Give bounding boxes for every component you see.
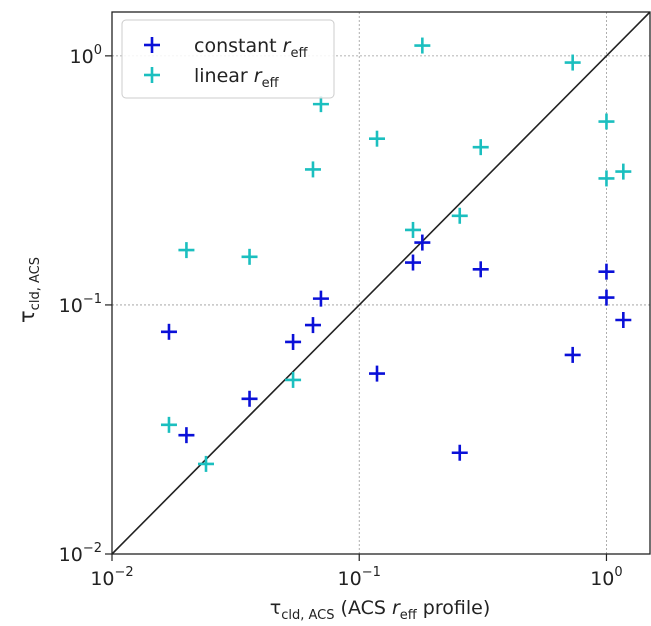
data-point-linear: [451, 207, 468, 224]
y-tick-label: 100: [70, 43, 102, 68]
y-axis-label: τcld, ACS: [15, 257, 43, 323]
x-tick-label: 10−1: [338, 565, 381, 590]
data-point-constant: [405, 254, 422, 271]
data-point-constant: [312, 290, 329, 307]
legend-marker-linear-icon: [144, 67, 160, 83]
x-axis-label: τcld, ACS (ACS reff profile): [270, 597, 490, 623]
legend: constant reff linear reff: [121, 19, 335, 99]
y-tick-label: 10−2: [59, 541, 102, 566]
y-tick-label: 10−1: [59, 292, 102, 317]
data-point-linear: [178, 242, 195, 259]
data-point-linear: [198, 455, 215, 472]
x-tick-label: 10−2: [90, 565, 133, 590]
data-points: [160, 37, 632, 472]
data-point-linear: [598, 170, 615, 187]
data-point-linear: [304, 161, 321, 178]
data-point-constant: [472, 261, 489, 278]
data-point-constant: [414, 234, 431, 251]
x-tick-label: 100: [590, 565, 622, 590]
data-point-constant: [598, 263, 615, 280]
data-point-linear: [160, 416, 177, 433]
data-point-constant: [285, 333, 302, 350]
data-point-constant: [369, 365, 386, 382]
data-point-linear: [598, 113, 615, 130]
legend-marker-linear: [144, 67, 160, 83]
data-point-constant: [451, 444, 468, 461]
data-point-constant: [598, 289, 615, 306]
data-point-linear: [285, 371, 302, 388]
data-point-constant: [160, 323, 177, 340]
data-point-linear: [241, 248, 258, 265]
data-point-constant: [564, 346, 581, 363]
data-point-linear: [472, 139, 489, 156]
data-point-constant: [178, 427, 195, 444]
data-point-linear: [414, 37, 431, 54]
data-point-linear: [369, 130, 386, 147]
data-point-linear: [312, 96, 329, 113]
data-point-constant: [304, 317, 321, 334]
x-axis-ticks: 10−2 10−1 100: [90, 554, 623, 590]
data-point-constant: [615, 311, 632, 328]
data-point-constant: [241, 390, 258, 407]
legend-box: [121, 19, 335, 99]
data-point-linear: [405, 221, 422, 238]
data-point-linear: [615, 163, 632, 180]
legend-label-linear: linear reff: [194, 65, 280, 91]
legend-label-constant: constant reff: [194, 35, 308, 61]
y-axis-ticks: 10−2 10−1 100: [59, 43, 112, 566]
legend-marker-constant: [144, 37, 160, 53]
plot-frame: [111, 11, 651, 555]
legend-marker-constant-icon: [144, 37, 160, 53]
data-point-linear: [564, 54, 581, 71]
